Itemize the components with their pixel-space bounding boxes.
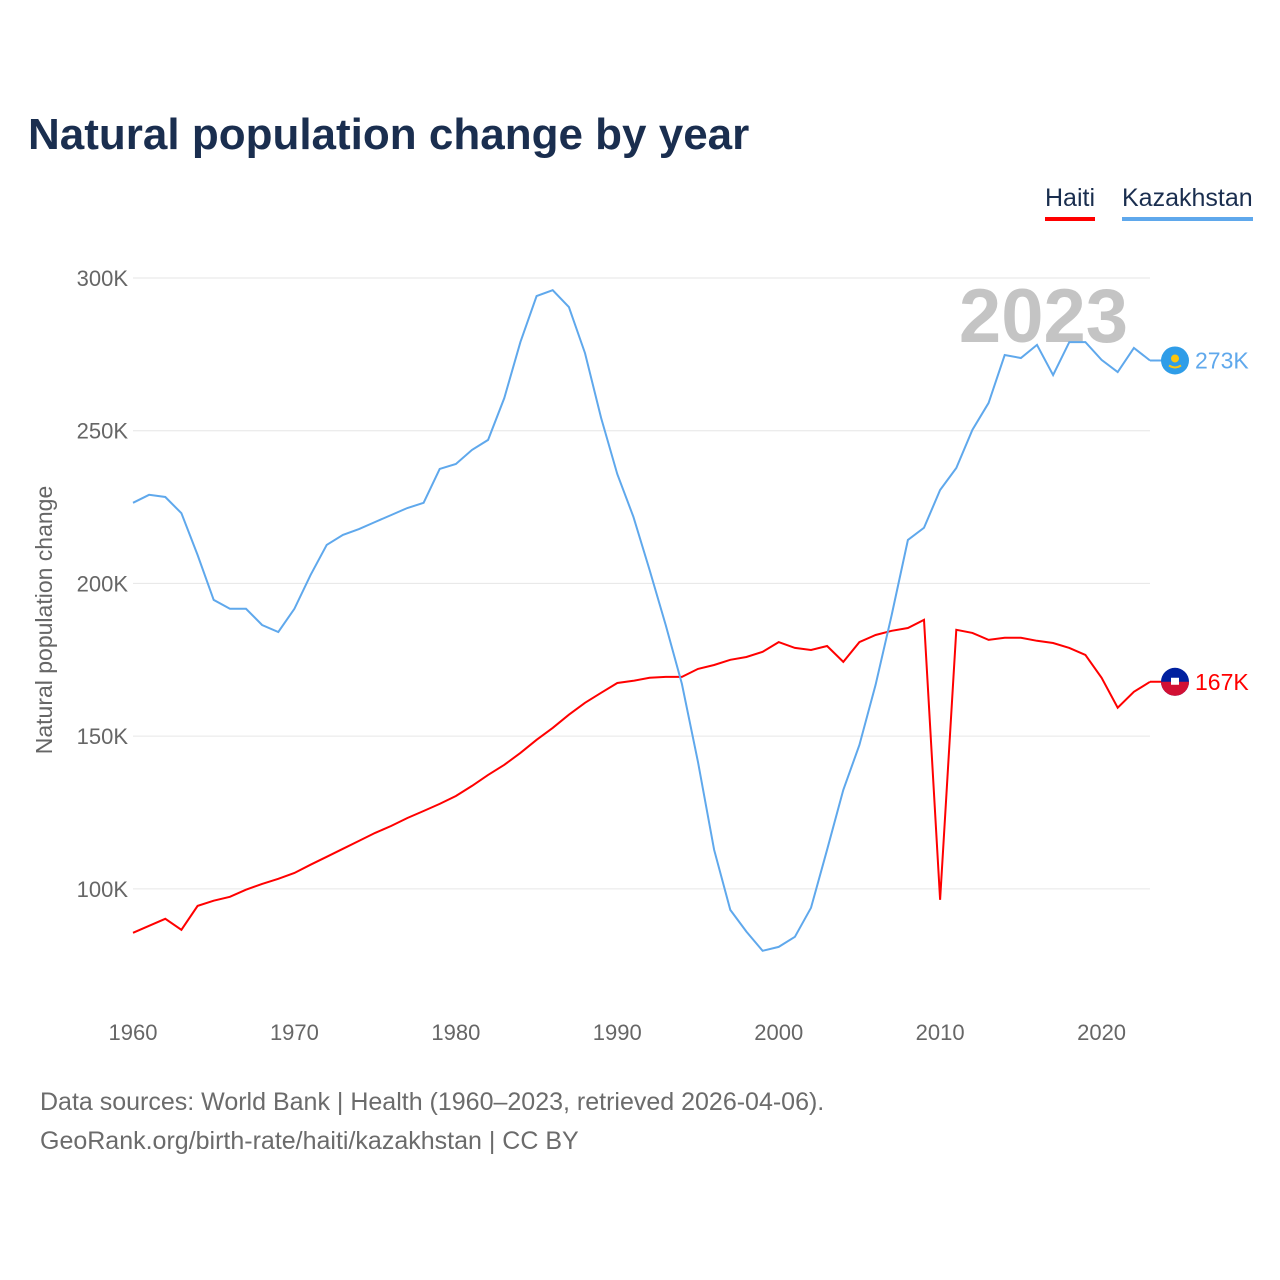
x-tick-label: 2010 — [916, 1020, 965, 1045]
haiti-flag-icon — [1161, 667, 1189, 696]
end-value-label: 167K — [1195, 669, 1249, 695]
source-line: Data sources: World Bank | Health (1960–… — [40, 1088, 825, 1116]
kazakhstan-flag-icon — [1161, 346, 1189, 375]
y-tick-label: 200K — [77, 571, 129, 596]
chart-title: Natural population change by year — [28, 110, 750, 159]
end-value-label: 273K — [1195, 347, 1249, 373]
y-tick-label: 250K — [77, 419, 129, 444]
series-line-kazakhstan — [132, 289, 1151, 952]
legend-haiti[interactable]: Haiti — [1045, 184, 1096, 221]
x-tick-label: 1970 — [270, 1020, 319, 1045]
x-tick-label: 1990 — [593, 1020, 642, 1045]
attribution-link[interactable]: GeoRank.org/birth-rate/haiti/kazakhstan … — [40, 1127, 579, 1155]
y-tick-label: 150K — [77, 724, 129, 749]
x-tick-label: 1980 — [431, 1020, 480, 1045]
x-tick-label: 1960 — [109, 1020, 158, 1045]
y-tick-label: 100K — [77, 877, 129, 902]
series-line-haiti — [132, 618, 1151, 934]
x-tick-label: 2020 — [1077, 1020, 1126, 1045]
x-tick-label: 2000 — [754, 1020, 803, 1045]
y-axis-label: Natural population change — [31, 486, 57, 755]
legend-kazakhstan[interactable]: Kazakhstan — [1122, 184, 1253, 221]
year-watermark: 2023 — [959, 274, 1128, 359]
y-tick-label: 300K — [77, 266, 129, 291]
